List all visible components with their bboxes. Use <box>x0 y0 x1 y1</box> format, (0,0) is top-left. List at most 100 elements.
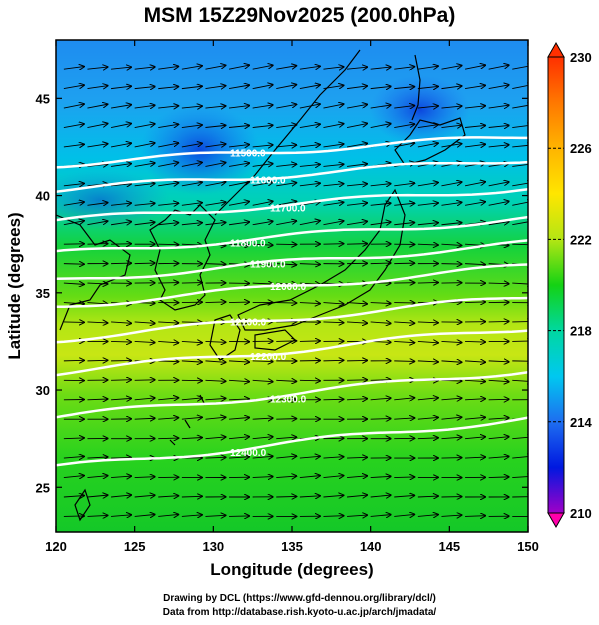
wind-arrow <box>158 322 178 323</box>
wind-arrow <box>134 495 155 497</box>
wind-arrow <box>346 143 367 148</box>
wind-arrow <box>181 283 202 284</box>
contour-label: 12100.0 <box>230 318 267 329</box>
wind-arrow <box>158 244 178 245</box>
wind-arrow <box>229 399 249 400</box>
wind-arrow <box>299 221 320 226</box>
wind-arrow <box>512 85 528 90</box>
wind-arrow <box>370 86 391 88</box>
wind-arrow <box>488 456 509 458</box>
contour-line <box>56 370 528 419</box>
wind-arrow <box>512 201 528 206</box>
wind-arrow <box>323 516 343 517</box>
wind-arrow <box>441 125 461 127</box>
wind-arrow <box>276 419 296 420</box>
wind-arrow <box>228 85 249 90</box>
wind-arrow <box>323 476 343 478</box>
wind-arrow <box>512 476 528 477</box>
wind-arrow <box>134 398 155 400</box>
wind-arrow <box>158 203 178 205</box>
wind-arrow <box>87 303 107 304</box>
wind-arrow <box>441 380 461 381</box>
wind-arrow <box>394 398 414 400</box>
wind-arrow <box>276 380 296 381</box>
wind-arrow <box>134 477 155 478</box>
wind-arrow <box>87 283 107 284</box>
contour-line <box>56 188 528 222</box>
wind-arrow <box>181 496 202 497</box>
wind-arrow <box>488 105 509 108</box>
wind-arrow <box>111 398 131 399</box>
wind-arrow <box>158 183 178 186</box>
wind-arrow <box>181 162 202 167</box>
contour-line <box>56 416 528 467</box>
wind-arrow <box>394 222 414 224</box>
wind-arrow <box>346 104 367 109</box>
wind-arrow <box>229 145 249 147</box>
wind-arrow <box>229 380 249 381</box>
wind-arrow <box>252 244 273 245</box>
wind-arrow <box>205 144 225 147</box>
wind-arrow <box>512 182 528 187</box>
x-tick-label: 150 <box>517 539 539 554</box>
wind-arrow <box>299 476 320 478</box>
wind-arrow <box>276 201 296 206</box>
wind-arrow <box>110 222 131 225</box>
wind-arrow <box>134 341 155 342</box>
wind-arrow <box>512 380 528 381</box>
wind-arrow <box>134 263 155 264</box>
wind-arrow <box>347 457 367 458</box>
contour-label: 12300.0 <box>270 394 307 405</box>
wind-arrow <box>347 399 367 400</box>
wind-arrow <box>252 456 273 458</box>
wind-arrow <box>323 399 343 400</box>
contour-line <box>56 296 528 344</box>
wind-arrow <box>63 264 84 265</box>
wind-arrow <box>205 106 225 108</box>
wind-arrow <box>394 341 414 342</box>
wind-arrow <box>181 437 202 438</box>
wind-arrow <box>299 456 320 458</box>
colorbar-lower-triangle <box>547 512 565 529</box>
wind-arrow <box>276 303 296 304</box>
y-axis-label: Latitude (degrees) <box>5 212 24 359</box>
wind-arrow <box>512 164 528 166</box>
wind-arrow <box>370 398 391 400</box>
wind-arrow <box>441 515 461 516</box>
wind-arrow <box>111 380 131 381</box>
wind-arrow <box>181 341 202 342</box>
wind-arrow <box>394 418 414 419</box>
wind-arrow <box>512 221 528 226</box>
wind-arrow <box>134 163 155 167</box>
wind-arrow <box>229 457 249 458</box>
wind-arrow <box>205 125 225 127</box>
wind-arrow <box>347 86 367 89</box>
wind-arrow <box>276 283 296 284</box>
wind-arrow <box>465 437 485 439</box>
contour-label: 12000.0 <box>270 282 307 293</box>
wind-arrow <box>299 145 320 147</box>
wind-arrow <box>441 437 461 438</box>
plot-title: MSM 15Z29Nov2025 (200.0hPa) <box>143 4 456 27</box>
wind-arrow <box>417 438 438 439</box>
wind-arrow <box>276 104 296 109</box>
wind-arrow <box>205 515 225 516</box>
wind-arrow <box>181 223 202 225</box>
wind-arrow <box>323 104 343 109</box>
wind-arrow <box>370 67 391 69</box>
wind-arrow <box>441 361 461 362</box>
wind-arrow <box>465 106 485 108</box>
wind-arrow <box>158 361 178 362</box>
wind-arrow <box>417 417 438 419</box>
wind-arrow <box>512 105 528 109</box>
wind-arrow <box>158 106 178 108</box>
contour-label: 11900.0 <box>250 259 286 270</box>
wind-arrow <box>276 341 296 342</box>
wind-arrow <box>252 418 273 419</box>
wind-arrow <box>252 105 273 108</box>
x-tick-label: 135 <box>281 539 303 554</box>
wind-arrow <box>205 341 225 342</box>
wind-arrow <box>347 164 367 167</box>
russia-coastline <box>214 49 361 216</box>
height-contours: 11500.0 11600.0 11700.0 11800.0 11900.0 12000… <box>56 136 528 467</box>
